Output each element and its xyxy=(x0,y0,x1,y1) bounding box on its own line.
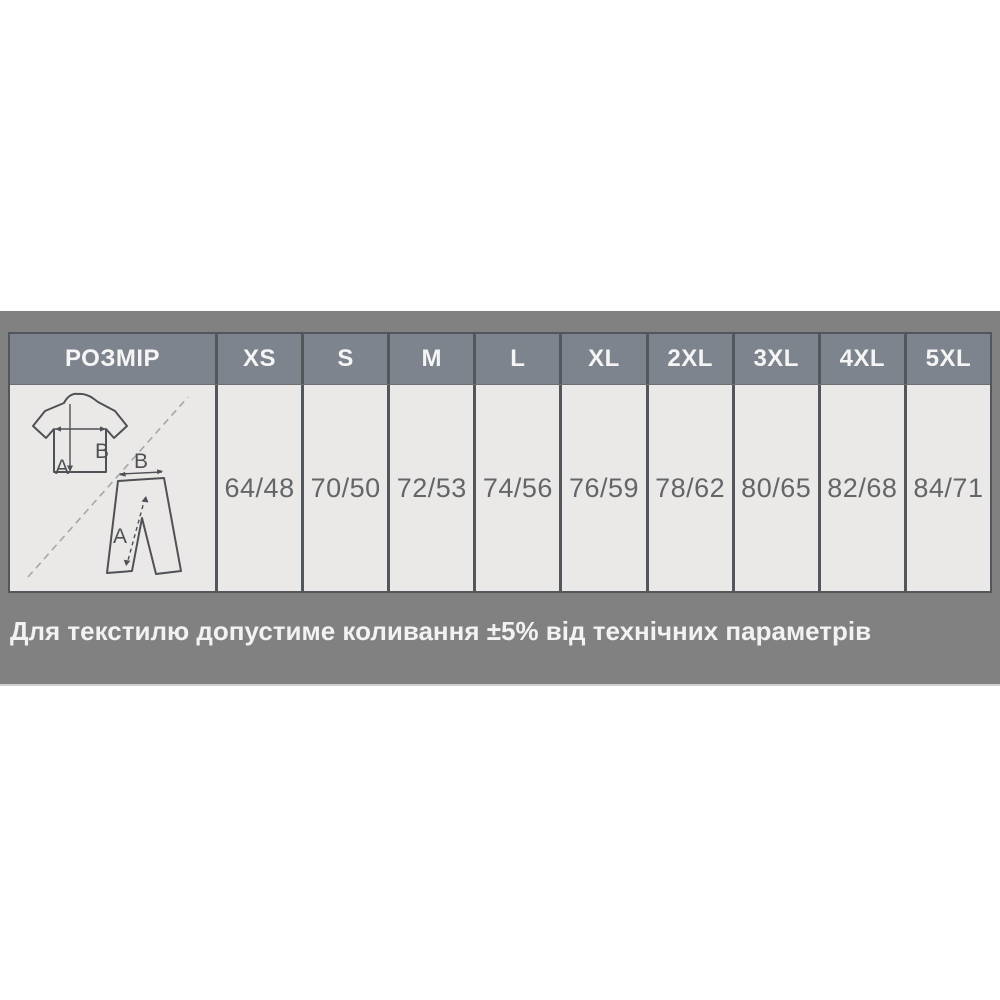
measurement-diagram-cell: A B B A xyxy=(10,385,215,591)
tshirt-outline xyxy=(32,392,128,473)
pants-length-label: A xyxy=(113,525,128,548)
value-cell-2xl: 78/62 xyxy=(645,385,732,591)
header-cell-xs: XS xyxy=(215,334,302,384)
header-cell-xl: XL xyxy=(559,334,646,384)
pants-outline xyxy=(106,477,182,575)
header-cell-5xl: 5XL xyxy=(903,334,990,384)
tolerance-note: Для текстилю допустиме коливання ±5% від… xyxy=(10,616,872,646)
value-cell-m: 72/53 xyxy=(387,385,473,591)
shirt-length-label: A xyxy=(55,456,70,479)
size-chart-section: РОЗМІР XS S M L XL 2XL 3XL 4XL 5XL xyxy=(0,311,1000,686)
pants-length-arrow-bottom xyxy=(123,559,131,566)
value-cell-4xl: 82/68 xyxy=(817,385,904,591)
pants-width-arrow-right xyxy=(157,469,163,475)
value-cell-xs: 64/48 xyxy=(215,385,301,591)
shirt-width-arrow-right xyxy=(100,426,106,432)
value-cell-s: 70/50 xyxy=(301,385,387,591)
header-cell-l: L xyxy=(473,334,560,384)
header-cell-size: РОЗМІР xyxy=(10,334,215,384)
pants-width-label: B xyxy=(134,450,149,473)
header-cell-2xl: 2XL xyxy=(645,334,732,384)
pants-length-line xyxy=(126,497,146,565)
value-cell-3xl: 80/65 xyxy=(731,385,818,591)
header-cell-4xl: 4XL xyxy=(817,334,904,384)
value-cell-l: 74/56 xyxy=(473,385,559,591)
header-cell-s: S xyxy=(301,334,388,384)
shirt-length-arrow xyxy=(67,465,73,472)
header-cell-3xl: 3XL xyxy=(731,334,818,384)
tshirt-pants-measurement-icon: A B B A xyxy=(27,392,189,578)
pants-width-arrow-left xyxy=(119,471,126,477)
shirt-width-arrow-left xyxy=(55,426,61,432)
shirt-width-label: B xyxy=(95,440,110,463)
diagonal-divider-line xyxy=(27,396,189,578)
header-cell-m: M xyxy=(387,334,474,384)
pants-width-line xyxy=(119,471,163,475)
size-table: РОЗМІР XS S M L XL 2XL 3XL 4XL 5XL xyxy=(8,332,992,593)
table-body-row: A B B A xyxy=(10,385,990,591)
value-cell-xl: 76/59 xyxy=(559,385,645,591)
table-header-row: РОЗМІР XS S M L XL 2XL 3XL 4XL 5XL xyxy=(10,334,990,385)
value-cell-5xl: 84/71 xyxy=(903,385,990,591)
pants-length-arrow-top xyxy=(141,496,149,503)
